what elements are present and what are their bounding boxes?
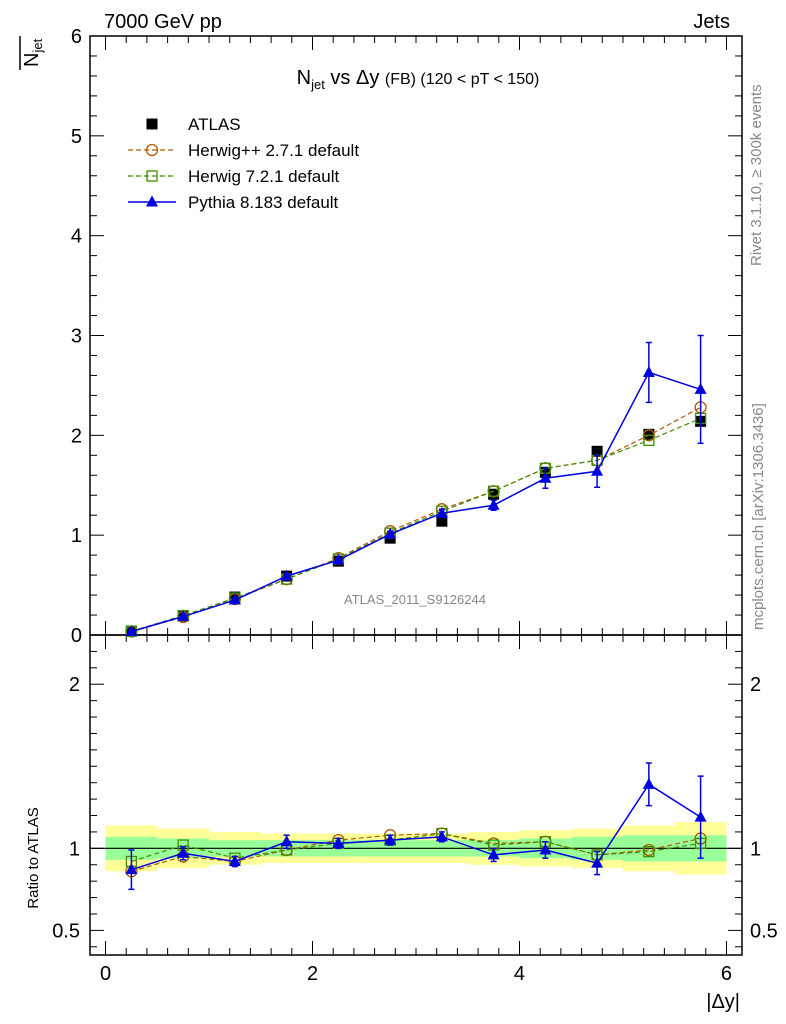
- ratio-pythia-point: [177, 846, 190, 858]
- main-pythia-line: [131, 371, 701, 633]
- main-atlas-point: [436, 515, 448, 527]
- ratio-pythia-point: [642, 777, 655, 789]
- ratio-herwig7-point: [643, 845, 655, 858]
- legend-atlas-label: ATLAS: [188, 115, 241, 134]
- main-ytick-label: 0: [71, 625, 82, 647]
- ratio-pythia-point: [332, 836, 345, 848]
- main-atlas-point: [488, 488, 500, 500]
- main-ytick-label: 6: [71, 26, 82, 48]
- ratio-ytick-label-right: 1: [750, 838, 761, 860]
- main-pythia-point: [125, 625, 138, 637]
- ratio-pythia-line: [131, 783, 702, 871]
- title-rest: vs Δy: [325, 67, 385, 89]
- legend: ATLAS Herwig++ 2.7.1 default Herwig 7.2.1 …: [128, 115, 359, 212]
- main-atlas-point: [643, 428, 655, 440]
- legend-herwig7-marker: [146, 170, 158, 182]
- ratio-pythia-point: [125, 863, 138, 875]
- title-fb: (FB): [385, 71, 416, 88]
- main-ytick-label: 1: [71, 525, 82, 547]
- analysis-watermark: ATLAS_2011_S9126244: [344, 592, 486, 607]
- ratio-pythia-point: [435, 830, 448, 842]
- main-pythia-point: [435, 506, 448, 518]
- ratio-frame: [89, 634, 743, 956]
- main-pythia-point: [694, 382, 707, 394]
- main-pythia-point: [228, 593, 241, 605]
- main-ytick-label: 3: [71, 326, 82, 348]
- ratio-ytick-label: 1: [69, 838, 80, 860]
- legend-atlas-marker: [146, 118, 158, 130]
- x-tick-label: 0: [100, 963, 111, 985]
- main-ylabel-n: N: [21, 53, 43, 67]
- legend-herwig7-label: Herwig 7.2.1 default: [188, 167, 339, 186]
- main-pythia-point: [591, 464, 604, 476]
- ratio-ytick-label: 2: [69, 674, 80, 696]
- main-pythia-point: [332, 553, 345, 565]
- header-left: 7000 GeV pp: [104, 11, 222, 33]
- plot-title: Njet vs Δy (FB) (120 < pT < 150): [297, 67, 540, 92]
- main-pythia-point: [280, 569, 293, 581]
- ratio-ytick-label: 0.5: [52, 920, 80, 942]
- legend-pythia-label: Pythia 8.183 default: [188, 193, 339, 212]
- main-herwig7-line: [131, 417, 701, 632]
- legend-herwigpp-label: Herwig++ 2.7.1 default: [188, 141, 359, 160]
- ratio-axes: 0.5 0.5 1 1 2 2 0 2 4 6: [52, 634, 778, 985]
- x-tick-label: 4: [514, 963, 525, 985]
- title-sub: jet: [310, 77, 325, 92]
- ratio-pythia-point: [539, 843, 552, 855]
- rivet-label: Rivet 3.1.10, ≥ 300k events: [748, 84, 765, 266]
- x-tick-label: 2: [307, 963, 318, 985]
- ratio-herwig7-line: [131, 832, 701, 863]
- main-pythia-point: [642, 365, 655, 377]
- title-n: N: [297, 67, 311, 89]
- main-pythia-point: [177, 610, 190, 622]
- main-ytick-label: 4: [71, 226, 82, 248]
- main-pythia-point: [487, 498, 500, 510]
- x-tick-label: 6: [721, 963, 732, 985]
- x-axis-label: |Δy|: [706, 991, 740, 1013]
- ratio-pythia-point: [280, 835, 293, 847]
- main-pythia-point: [539, 471, 552, 483]
- main-ytick-label: 5: [71, 126, 82, 148]
- ratio-pythia-point: [228, 854, 241, 866]
- main-ytick-label: 2: [71, 425, 82, 447]
- main-axes: 0 1 2 3 4 5 6: [71, 26, 743, 647]
- main-herwig7-point: [643, 434, 655, 446]
- main-ylabel-sub: jet: [30, 38, 45, 53]
- legend-herwigpp-marker: [145, 143, 159, 157]
- header-right: Jets: [693, 11, 730, 33]
- main-atlas-point: [591, 445, 603, 457]
- svg-text:Njet: Njet: [21, 38, 45, 67]
- main-pythia-point: [384, 527, 397, 539]
- main-herwig7-point: [487, 485, 500, 497]
- ratio-pythia-point: [384, 833, 397, 845]
- main-ylabel: Njet: [19, 36, 45, 70]
- mcplots-label: mcplots.cern.ch [arXiv:1306.3436]: [750, 403, 767, 630]
- ratio-pythia-point: [591, 856, 604, 868]
- ratio-ytick-label-right: 0.5: [750, 920, 778, 942]
- ratio-ytick-label-right: 2: [750, 674, 761, 696]
- ratio-ylabel: Ratio to ATLAS: [25, 807, 42, 908]
- ratio-plot-marks: [125, 762, 707, 891]
- title-range: (120 < pT < 150): [416, 71, 539, 88]
- ratio-pythia-point: [487, 848, 500, 860]
- ratio-pythia-point: [694, 810, 707, 822]
- main-plot-marks: [125, 334, 707, 638]
- legend-pythia-marker: [146, 195, 158, 207]
